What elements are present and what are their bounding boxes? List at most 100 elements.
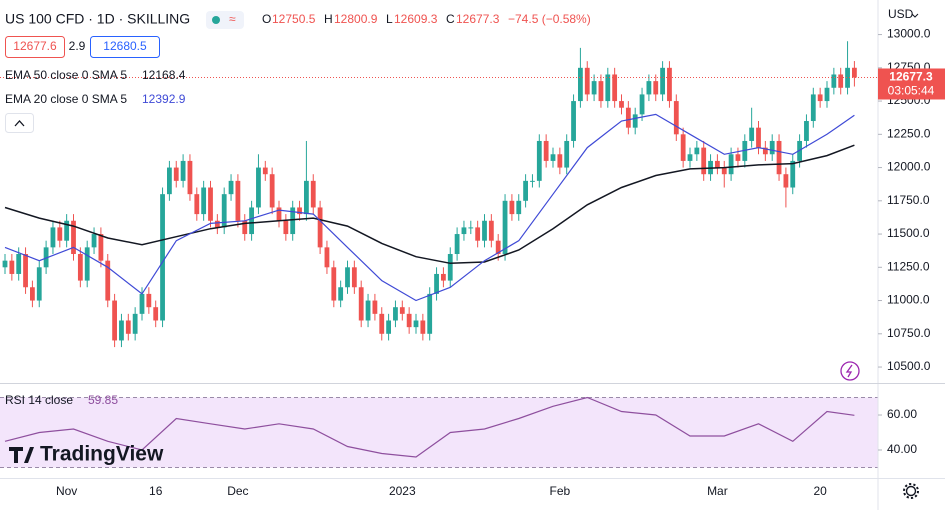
candle-body bbox=[290, 207, 296, 235]
x-tick-label: 20 bbox=[813, 484, 827, 498]
candle-body bbox=[84, 247, 90, 281]
candle-body bbox=[139, 293, 145, 314]
candle-body bbox=[769, 140, 775, 155]
candle-body bbox=[399, 307, 405, 314]
price-change: −74.5 (−0.58%) bbox=[508, 12, 591, 26]
candle-body bbox=[605, 74, 611, 102]
x-tick-label: Dec bbox=[227, 484, 248, 498]
currency: USD bbox=[888, 7, 914, 21]
indicator-line bbox=[4, 396, 855, 458]
rsi-title: RSI 14 close bbox=[5, 393, 73, 407]
candle-body bbox=[304, 180, 309, 215]
candle-body bbox=[23, 254, 28, 288]
candle-body bbox=[297, 207, 302, 215]
settings-icon-teeth bbox=[903, 483, 919, 499]
collapse-button[interactable] bbox=[5, 113, 34, 133]
candle-body bbox=[153, 307, 159, 321]
candle-body bbox=[584, 67, 590, 95]
logo-text: TradingView bbox=[40, 443, 164, 466]
candle-body bbox=[673, 101, 679, 135]
ohlc-value: 12750.5 bbox=[272, 12, 316, 26]
candle-body bbox=[317, 207, 323, 248]
x-tick-label: Feb bbox=[550, 484, 571, 498]
legend-name: EMA 50 close 0 SMA 5 bbox=[5, 68, 127, 82]
candle-body bbox=[77, 254, 83, 281]
candle-body bbox=[331, 267, 337, 301]
currency-caret bbox=[911, 13, 919, 18]
indicator-line bbox=[4, 113, 855, 302]
candle-body bbox=[112, 300, 117, 341]
candle-body bbox=[324, 247, 330, 268]
candle-body bbox=[461, 227, 467, 235]
candle-body bbox=[543, 140, 549, 161]
candle-body bbox=[386, 320, 391, 334]
candle-body bbox=[105, 260, 111, 301]
candle-body bbox=[16, 254, 22, 274]
candle-body bbox=[625, 107, 631, 128]
candle-body bbox=[173, 167, 179, 181]
candle-body bbox=[235, 180, 241, 221]
candle-body bbox=[441, 273, 446, 281]
candle-body bbox=[358, 287, 364, 321]
status-icon: ≈ bbox=[229, 12, 236, 26]
rsi-value: 59.85 bbox=[88, 393, 118, 407]
candle-body bbox=[50, 227, 56, 248]
candle-body bbox=[132, 313, 138, 334]
candle-body bbox=[393, 307, 398, 321]
candle-body bbox=[256, 167, 261, 208]
x-tick-label: Mar bbox=[707, 484, 728, 498]
candle-body bbox=[687, 154, 693, 161]
ask-price: 12680.5 bbox=[103, 39, 147, 53]
candle-body bbox=[269, 174, 275, 208]
candle-body bbox=[756, 127, 761, 148]
countdown: 03:05:44 bbox=[888, 84, 935, 98]
candle-body bbox=[660, 67, 665, 95]
candle-body bbox=[9, 260, 15, 274]
candle-body bbox=[495, 240, 501, 255]
candle-body bbox=[180, 160, 186, 181]
replay-button[interactable] bbox=[840, 361, 860, 381]
candle-body bbox=[420, 320, 426, 334]
candle-body bbox=[530, 180, 535, 182]
candle-body bbox=[790, 160, 796, 188]
candle-body bbox=[413, 320, 419, 328]
y-tick-label: 12000.0 bbox=[887, 160, 931, 174]
candle-body bbox=[749, 127, 755, 141]
candle-body bbox=[721, 167, 727, 175]
rsi-pane bbox=[0, 396, 878, 469]
candle-body bbox=[146, 293, 152, 308]
candle-body bbox=[488, 220, 494, 241]
candle-body bbox=[715, 160, 720, 168]
y-tick-label: 40.00 bbox=[887, 442, 917, 456]
candle-body bbox=[454, 234, 460, 255]
y-tick-label: 13000.0 bbox=[887, 27, 931, 41]
candle-body bbox=[804, 121, 809, 141]
ohlc-value: 12800.9 bbox=[334, 12, 378, 26]
legend-value: 12392.9 bbox=[142, 92, 186, 106]
candle-body bbox=[728, 154, 734, 175]
x-tick-label: 16 bbox=[149, 484, 163, 498]
candle-body bbox=[824, 87, 830, 102]
candle-body bbox=[310, 180, 316, 208]
status-badge[interactable] bbox=[206, 11, 244, 29]
candle-body bbox=[680, 134, 686, 161]
candle-body bbox=[762, 147, 768, 155]
candle-body bbox=[249, 207, 254, 235]
candle-body bbox=[598, 81, 604, 102]
candle-body bbox=[30, 287, 35, 301]
market-open-dot bbox=[212, 16, 220, 24]
rsi-band bbox=[0, 397, 878, 468]
candle-body bbox=[509, 200, 515, 215]
bid-price: 12677.6 bbox=[13, 39, 57, 53]
candle-body bbox=[43, 247, 49, 268]
buy-button[interactable] bbox=[90, 36, 160, 58]
candle-body bbox=[468, 227, 474, 229]
settings-icon[interactable] bbox=[905, 485, 917, 497]
candle-body bbox=[632, 114, 638, 128]
price-tag-value: 12677.3 bbox=[889, 70, 933, 84]
candle-body bbox=[564, 140, 570, 168]
candle-body bbox=[783, 174, 789, 188]
sell-button[interactable] bbox=[5, 36, 65, 58]
